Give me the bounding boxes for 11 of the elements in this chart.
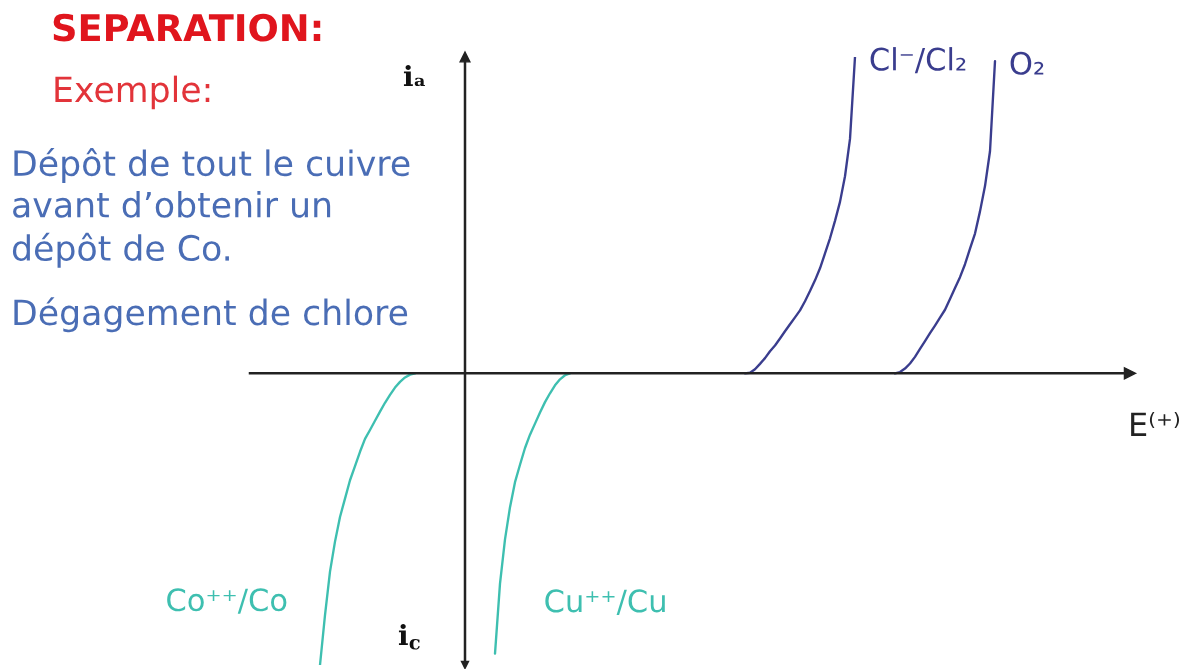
x-axis-title: E⁽⁺⁾ (1131, 412, 1180, 436)
series-label: Co⁺⁺/Co (167, 588, 287, 614)
chart-title: SEPARATION: (53, 13, 321, 42)
annotation: i$_{c}$ (398, 623, 420, 650)
y-axis-title: iₐ (403, 64, 425, 87)
series-label: O₂ (1010, 51, 1044, 75)
series-label: Cu⁺⁺/Cu (545, 589, 665, 615)
text: Exemple: (55, 75, 210, 110)
annotation: Dégagement de chlore (14, 297, 408, 333)
series-label: Cl⁻/Cl₂ (870, 47, 966, 74)
annotation: Dépôt de tout le cuivre avant d’obtenir un dépôt de Co. (12, 148, 410, 268)
